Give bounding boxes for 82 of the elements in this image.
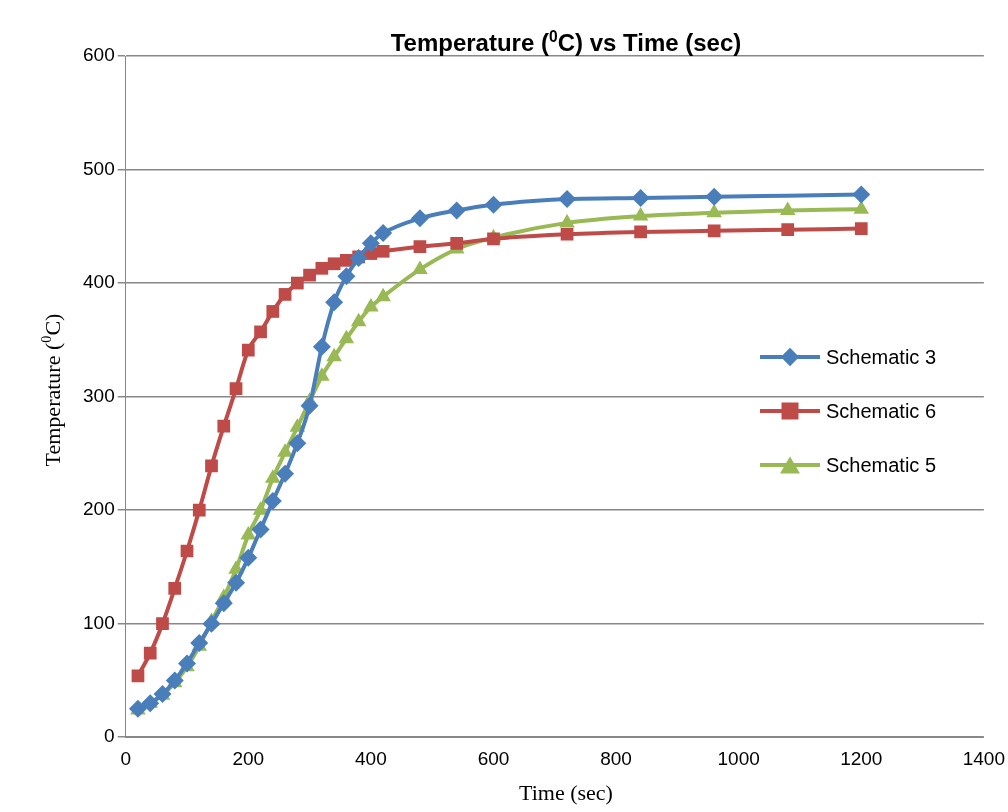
y-tick-label: 300 xyxy=(83,384,115,406)
legend-label: Schematic 3 xyxy=(826,345,937,369)
point xyxy=(312,337,331,356)
y-tick-label: 600 xyxy=(83,44,115,66)
point xyxy=(263,492,282,511)
x-tick-label: 200 xyxy=(232,747,265,769)
point xyxy=(376,244,390,258)
point xyxy=(631,188,650,207)
point xyxy=(288,434,307,453)
y-tick-label: 100 xyxy=(83,611,115,633)
point xyxy=(559,213,575,228)
point xyxy=(202,614,221,633)
point xyxy=(239,548,258,567)
y-tick-label: 0 xyxy=(104,725,115,747)
point xyxy=(375,287,391,302)
point xyxy=(156,617,169,631)
point xyxy=(338,329,355,344)
point xyxy=(410,209,429,228)
point xyxy=(350,312,367,327)
x-tick-label: 600 xyxy=(477,747,510,769)
point xyxy=(363,297,379,312)
y-tick-label: 400 xyxy=(83,271,115,293)
point xyxy=(205,459,218,473)
point xyxy=(217,419,231,433)
point xyxy=(706,203,722,218)
point xyxy=(254,325,267,339)
point xyxy=(632,207,649,221)
point xyxy=(277,443,293,457)
point xyxy=(278,288,292,301)
point xyxy=(143,646,157,660)
point xyxy=(214,594,233,613)
point xyxy=(192,503,206,517)
point xyxy=(349,249,368,268)
point xyxy=(303,268,316,282)
point xyxy=(327,257,341,271)
point xyxy=(276,464,295,483)
point xyxy=(447,201,466,220)
point xyxy=(558,190,577,209)
point xyxy=(290,276,304,290)
point xyxy=(853,200,870,214)
legend-label: Schematic 5 xyxy=(826,453,937,477)
point xyxy=(337,267,356,286)
point xyxy=(854,222,868,235)
x-axis-title: Time (sec) xyxy=(518,780,614,806)
point xyxy=(413,240,427,254)
x-tick-label: 1400 xyxy=(962,747,1006,769)
point xyxy=(634,225,647,239)
point xyxy=(315,261,329,275)
point xyxy=(374,224,393,243)
point xyxy=(153,685,172,704)
point xyxy=(251,520,270,539)
point xyxy=(266,305,280,318)
x-tick-label: 1000 xyxy=(717,747,760,769)
y-tick-label: 500 xyxy=(83,157,115,179)
chart-title: Temperature ($^{0}$C) vs Time (sec) xyxy=(389,28,743,57)
point xyxy=(707,224,721,238)
point xyxy=(852,185,871,204)
point xyxy=(190,633,209,652)
legend-label: Schematic 6 xyxy=(826,399,937,423)
point xyxy=(781,223,795,237)
point xyxy=(450,236,464,250)
point xyxy=(229,382,243,396)
point xyxy=(252,501,269,515)
x-tick-label: 400 xyxy=(355,747,387,769)
point xyxy=(487,232,500,246)
point xyxy=(240,526,257,540)
point xyxy=(560,227,574,241)
point xyxy=(141,694,160,713)
point xyxy=(705,187,724,206)
point xyxy=(325,293,344,312)
point xyxy=(300,396,319,415)
y-tick-label: 200 xyxy=(83,498,115,520)
x-tick-label: 0 xyxy=(120,747,131,769)
x-tick-label: 800 xyxy=(600,747,632,769)
point xyxy=(168,582,182,595)
x-tick-label: 1200 xyxy=(840,747,883,769)
point xyxy=(265,469,281,483)
point xyxy=(241,343,255,357)
point xyxy=(361,234,380,253)
point xyxy=(326,347,342,362)
point xyxy=(227,573,246,592)
point xyxy=(484,195,503,214)
